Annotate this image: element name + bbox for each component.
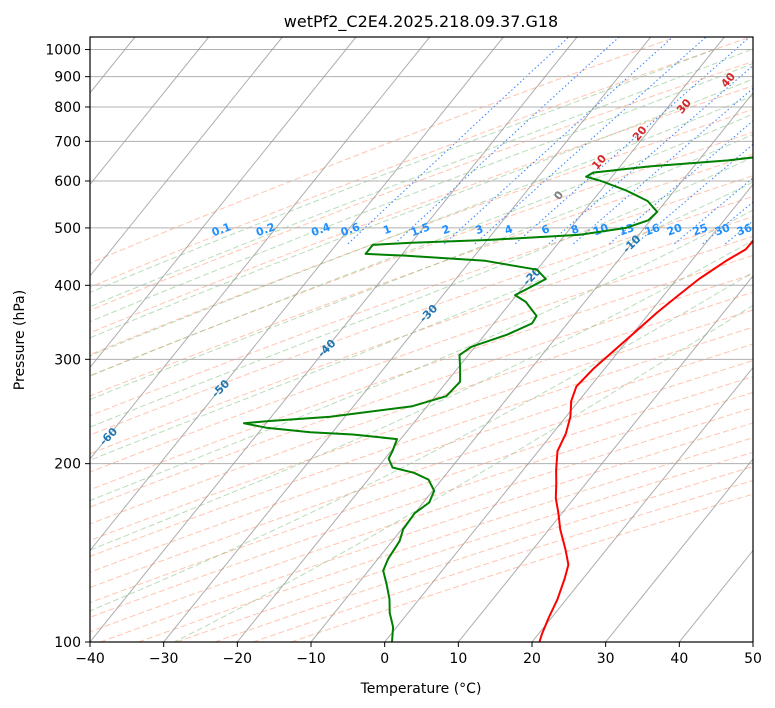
chart-title: wetPf2_C2E4.2025.218.09.37.G18 <box>284 12 558 32</box>
moist-adiabat-line <box>90 78 753 339</box>
moist-adiabat-line <box>90 133 753 401</box>
mixing-ratio-label: 10 <box>591 221 610 239</box>
isotherm-line <box>90 37 431 460</box>
dry-adiabat-line <box>90 391 753 618</box>
dry-adiabat-line <box>90 360 753 589</box>
isotherm-line <box>163 37 652 642</box>
isotherm-line <box>90 37 578 642</box>
mixing-ratio-label: 4 <box>503 222 515 237</box>
plot-frame <box>89 36 754 643</box>
profile-series <box>243 137 753 642</box>
mixing-ratio-line <box>347 37 570 245</box>
y-tick-label: 500 <box>54 221 81 237</box>
moist-adiabat-line <box>90 156 753 428</box>
y-tick-label: 400 <box>54 278 81 294</box>
isotherm-line <box>531 366 753 642</box>
isotherm-line <box>90 37 210 186</box>
mixing-ratio-label: 6 <box>540 222 552 237</box>
dry-adiabat-line <box>90 326 753 557</box>
x-tick-label: −40 <box>75 651 105 667</box>
mixing-ratio-label: 0.6 <box>339 220 362 239</box>
moist-adiabat-line <box>90 271 753 612</box>
plot-area: -100-90-80-70-60-50-40-30-20-10 0.10.20.… <box>0 37 754 642</box>
mixing-ratio-label: 2 <box>440 222 452 237</box>
y-axis: 100 200 300 400 500 600 700 800 900 1000 <box>45 43 90 651</box>
moist-adiabat-line <box>90 62 753 323</box>
mixing-ratio-line <box>573 87 753 245</box>
y-tick-label: 800 <box>54 100 81 116</box>
x-axis-label: Temperature (°C) <box>360 681 482 697</box>
dry-adiabat-line <box>90 108 753 356</box>
mixing-ratio-lines <box>347 37 753 245</box>
y-axis-label: Pressure (hPa) <box>12 290 28 390</box>
mixing-ratio-line <box>514 37 751 245</box>
y-tick-label: 700 <box>54 134 81 150</box>
moist-adiabat-line <box>90 209 753 502</box>
dry-adiabat-line <box>90 37 677 264</box>
mixing-ratio-label: 1.5 <box>409 220 432 239</box>
mixing-ratio-label: 1 <box>381 222 393 237</box>
isotherm-line <box>752 641 753 642</box>
x-tick-label: −20 <box>223 651 253 667</box>
isotherm-line <box>0 37 61 642</box>
isotherm-line <box>90 37 357 369</box>
dry-adiabat-line <box>90 153 753 397</box>
moist-adiabat-line <box>90 181 753 461</box>
x-tick-label: 10 <box>449 651 467 667</box>
grid-lines <box>90 49 753 642</box>
mixing-ratio-label: 20 <box>665 221 684 239</box>
moist-adiabat-line <box>90 49 715 294</box>
x-tick-label: −10 <box>296 651 326 667</box>
isotherm-line <box>90 37 504 552</box>
dry-adiabat-line <box>90 309 753 541</box>
isotherm-line <box>90 37 283 277</box>
mixing-ratio-label: 3 <box>473 222 485 237</box>
mixing-ratio-label: 8 <box>569 222 581 237</box>
x-tick-label: 20 <box>523 651 541 667</box>
x-tick-label: 30 <box>597 651 615 667</box>
mixing-ratio-label: 0.4 <box>309 220 332 239</box>
y-tick-label: 1000 <box>45 43 81 59</box>
mixing-ratio-line <box>394 37 620 245</box>
x-axis: −40 −30 −20 −10 0 10 20 30 40 50 <box>75 642 762 667</box>
mixing-ratio-label: 25 <box>691 221 710 238</box>
y-tick-label: 900 <box>54 70 81 86</box>
y-tick-label: 200 <box>54 457 81 473</box>
dry-adiabat-line <box>90 216 753 455</box>
isotherm-label: -70 <box>0 476 5 499</box>
mixing-ratio-label: 36 <box>735 221 754 239</box>
dry-adiabat-line <box>90 235 753 473</box>
x-tick-label: −30 <box>149 651 179 667</box>
isotherm-line <box>605 458 753 642</box>
y-tick-label: 100 <box>54 635 81 651</box>
isotherm-line <box>457 275 753 642</box>
y-tick-label: 600 <box>54 174 81 190</box>
temperature-profile-line <box>538 239 753 642</box>
mixing-ratio-label: 0.1 <box>210 220 233 239</box>
isotherm-line <box>236 37 725 642</box>
mixing-ratio-line <box>752 242 753 245</box>
dry-adiabat-line <box>90 291 753 525</box>
dry-adiabat-line <box>90 376 753 604</box>
mixing-ratio-labels: 0.1 0.2 0.4 0.6 1 1.5 2 3 4 6 8 10 13 16 20 25 30 36 <box>210 220 754 239</box>
isotherm-line <box>310 92 753 642</box>
x-tick-label: 50 <box>744 651 762 667</box>
y-tick-label: 300 <box>54 352 81 368</box>
mixing-ratio-line <box>474 37 707 245</box>
mixing-ratio-label: 16 <box>643 221 662 239</box>
moist-adiabat-line <box>173 304 753 642</box>
x-tick-label: 0 <box>380 651 389 667</box>
mixing-ratio-label: 30 <box>713 221 732 239</box>
dry-adiabat-line <box>90 195 753 436</box>
mixing-ratio-label: 0.2 <box>254 220 277 239</box>
mixing-ratio-line <box>548 64 753 245</box>
dewpoint-profile-line <box>243 137 753 642</box>
moist-adiabat-line <box>90 113 753 377</box>
skewed-isotherms <box>0 37 753 642</box>
moist-adiabats <box>90 49 753 642</box>
x-tick-label: 40 <box>670 651 688 667</box>
isotherm-line <box>384 183 753 642</box>
